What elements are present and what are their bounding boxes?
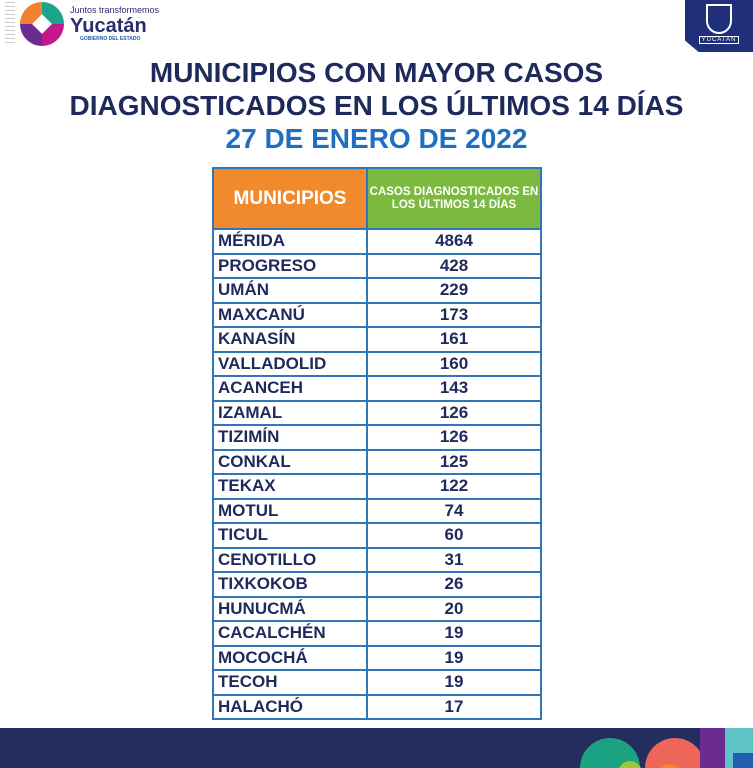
case-count: 74 <box>366 497 542 524</box>
logo-subtitle: GOBIERNO DEL ESTADO <box>80 35 141 42</box>
municipio-name: HUNUCMÁ <box>212 595 368 622</box>
table-row: ACANCEH 143 <box>212 375 542 402</box>
municipio-name: KANASÍN <box>212 326 368 353</box>
case-count: 428 <box>366 252 542 279</box>
table-row: TICUL 60 <box>212 522 542 549</box>
table-row: PROGRESO 428 <box>212 252 542 279</box>
case-count: 173 <box>366 301 542 328</box>
government-logo: Juntos transformemos Yucatán GOBIERNO DE… <box>5 2 159 46</box>
cases-table: MUNICIPIOS CASOS DIAGNOSTICADOS EN LOS Ú… <box>212 167 542 720</box>
case-count: 126 <box>366 424 542 451</box>
municipio-name: HALACHÓ <box>212 693 368 720</box>
table-row: VALLADOLID 160 <box>212 350 542 377</box>
footer-decoration <box>580 728 753 768</box>
table-row: IZAMAL 126 <box>212 399 542 426</box>
logo-tagline: Juntos transformemos <box>70 5 160 16</box>
case-count: 122 <box>366 473 542 500</box>
table-row: TIXKOKOB 26 <box>212 571 542 598</box>
case-count: 143 <box>366 375 542 402</box>
page-title: MUNICIPIOS CON MAYOR CASOS DIAGNOSTICADO… <box>0 56 753 155</box>
table-row: UMÁN 229 <box>212 277 542 304</box>
title-line2: DIAGNOSTICADOS EN LOS ÚLTIMOS 14 DÍAS <box>69 90 684 121</box>
case-count: 161 <box>366 326 542 353</box>
case-count: 26 <box>366 571 542 598</box>
case-count: 19 <box>366 644 542 671</box>
case-count: 160 <box>366 350 542 377</box>
header-municipios: MUNICIPIOS <box>212 167 368 230</box>
seal-text: YUCATAN <box>698 36 740 44</box>
case-count: 31 <box>366 546 542 573</box>
municipio-name: IZAMAL <box>212 399 368 426</box>
municipio-name: CENOTILLO <box>212 546 368 573</box>
municipio-name: TIZIMÍN <box>212 424 368 451</box>
table-row: MAXCANÚ 173 <box>212 301 542 328</box>
municipio-name: VALLADOLID <box>212 350 368 377</box>
table-row: MOTUL 74 <box>212 497 542 524</box>
table-row: HUNUCMÁ 20 <box>212 595 542 622</box>
title-date: 27 DE ENERO DE 2022 <box>225 123 528 154</box>
municipio-name: TIXKOKOB <box>212 571 368 598</box>
title-line1: MUNICIPIOS CON MAYOR CASOS <box>149 57 604 88</box>
municipio-name: MÉRIDA <box>212 228 368 255</box>
case-count: 229 <box>366 277 542 304</box>
municipio-name: ACANCEH <box>212 375 368 402</box>
municipio-name: TEKAX <box>212 473 368 500</box>
table-row: MÉRIDA 4864 <box>212 228 542 255</box>
municipio-name: MAXCANÚ <box>212 301 368 328</box>
case-count: 20 <box>366 595 542 622</box>
case-count: 19 <box>366 620 542 647</box>
case-count: 60 <box>366 522 542 549</box>
municipio-name: TICUL <box>212 522 368 549</box>
ruler-decoration <box>5 2 15 46</box>
municipio-name: MOCOCHÁ <box>212 644 368 671</box>
state-seal: YUCATAN <box>685 0 753 52</box>
table-row: TIZIMÍN 126 <box>212 424 542 451</box>
footer-bar <box>0 728 753 768</box>
case-count: 19 <box>366 669 542 696</box>
table-row: CACALCHÉN 19 <box>212 620 542 647</box>
municipio-name: CACALCHÉN <box>212 620 368 647</box>
case-count: 4864 <box>366 228 542 255</box>
municipio-name: TECOH <box>212 669 368 696</box>
case-count: 125 <box>366 448 542 475</box>
municipio-name: PROGRESO <box>212 252 368 279</box>
table-row: CENOTILLO 31 <box>212 546 542 573</box>
header-casos: CASOS DIAGNOSTICADOS EN LOS ÚLTIMOS 14 D… <box>366 167 542 230</box>
municipio-name: MOTUL <box>212 497 368 524</box>
table-row: CONKAL 125 <box>212 448 542 475</box>
case-count: 126 <box>366 399 542 426</box>
logo-mark-icon <box>20 2 64 46</box>
table-row: HALACHÓ 17 <box>212 693 542 720</box>
logo-name: Yucatán <box>70 14 147 37</box>
table-row: TECOH 19 <box>212 669 542 696</box>
municipio-name: CONKAL <box>212 448 368 475</box>
table-row: KANASÍN 161 <box>212 326 542 353</box>
table-row: MOCOCHÁ 19 <box>212 644 542 671</box>
case-count: 17 <box>366 693 542 720</box>
table-row: TEKAX 122 <box>212 473 542 500</box>
municipio-name: UMÁN <box>212 277 368 304</box>
coat-of-arms-icon <box>706 4 732 34</box>
